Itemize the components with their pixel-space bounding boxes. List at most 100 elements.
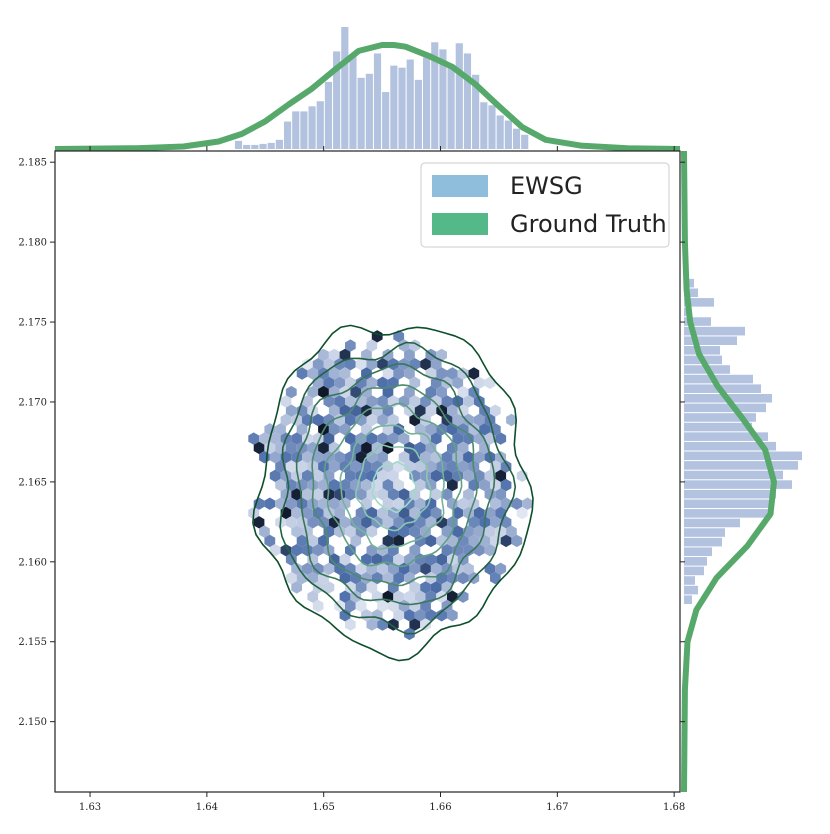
hexbin-cell (291, 432, 302, 445)
marginal-x-bar (259, 143, 267, 149)
hexbin-cell (334, 395, 345, 408)
hexbin-cell (355, 358, 367, 371)
hexbin-cell (312, 469, 324, 482)
hexbin-cell (323, 376, 335, 389)
hexbin-cell (490, 404, 501, 417)
hexbin-cell (484, 432, 496, 445)
hexbin-cell (447, 609, 458, 622)
hexbin-cell (296, 460, 308, 473)
hexbin-cell (345, 358, 356, 371)
hexbin-cell (291, 544, 302, 557)
hexbin-cell (291, 506, 302, 520)
hexbin-cell (473, 506, 485, 520)
hexbin-cell (323, 581, 335, 594)
hexbin-cell (398, 395, 410, 408)
marginal-x-bar (316, 101, 324, 149)
marginal-y-bar (684, 480, 792, 489)
marginal-y-bar (684, 307, 688, 317)
hexbin-cell (447, 534, 458, 548)
hexbin-cell (436, 571, 447, 585)
y-tick-label: 2.180 (18, 238, 47, 249)
hexbin-cell (404, 553, 415, 566)
hexbin-cell (318, 497, 329, 510)
hexbin-cell (463, 562, 474, 575)
marginal-x-bar (488, 105, 496, 149)
hexbin-cell (441, 544, 453, 557)
hexbin-cell (398, 506, 410, 520)
hexbin-cell (366, 395, 378, 408)
marginal-x-bar (406, 59, 414, 149)
hexbin-cell (377, 376, 388, 389)
hexbin-cell (393, 609, 405, 622)
hexbin-cell (414, 460, 426, 473)
hexbin-cell (285, 516, 297, 529)
hexbin-cell (355, 376, 367, 389)
hexbin-cell (361, 609, 372, 622)
hexbin-cell (398, 432, 410, 445)
hexbin-cell (361, 441, 372, 455)
hexbin-cell (452, 506, 464, 520)
hexbin-cell (296, 367, 308, 380)
hexbin-cell (436, 348, 447, 362)
marginal-y (681, 151, 802, 792)
hexbin-cell (468, 516, 480, 529)
hexbin-cell (355, 562, 367, 575)
marginal-y-bar (684, 489, 776, 499)
marginal-x-bar (504, 120, 512, 149)
hexbin-cell (425, 385, 437, 399)
hexbin-cell (420, 525, 431, 538)
marginal-y-bar (684, 576, 695, 585)
hexbin-cell (393, 516, 405, 529)
hexbin-cell (452, 432, 464, 445)
hexbin-cell (361, 348, 372, 362)
hexbin-cell (511, 534, 523, 548)
hexbin-cell (361, 478, 372, 492)
hexbin-cell (269, 451, 281, 464)
hexbin-cell (312, 358, 324, 371)
hexbin-cell (506, 525, 517, 538)
hexbin-cell (345, 525, 356, 538)
hexbin-cell (339, 516, 351, 529)
marginal-x-bar (292, 111, 300, 149)
hexbin-cell (447, 404, 458, 417)
marginal-x-bar (422, 57, 431, 149)
hexbin-cell (452, 413, 464, 427)
hexbin-cell (425, 441, 437, 455)
hexbin-cell (302, 358, 313, 371)
hexbin-cell (366, 376, 378, 389)
hexbin-cell (355, 581, 367, 594)
hexbin-cell (312, 544, 324, 557)
hexbin-cell (285, 553, 297, 566)
hexbin-cell (425, 534, 437, 548)
hexbin-cell (361, 367, 372, 380)
hexbin-cell (441, 395, 453, 408)
hexbin-cell (414, 497, 426, 510)
kde-contour-line (323, 402, 463, 568)
hexbin-cell (387, 488, 399, 501)
kde-contour-line (295, 363, 496, 606)
hexbin-cell (371, 460, 383, 473)
hexbin-cell (296, 423, 308, 436)
kde-contour-line (354, 444, 432, 532)
hexbin-cell (430, 432, 442, 445)
marginal-x-bar (365, 73, 373, 149)
hexbin-cell (291, 562, 302, 575)
marginal-y-bar (684, 451, 802, 461)
hexbin-cell (248, 432, 260, 445)
hexbin-cell (484, 562, 496, 575)
hexbin-cell (345, 599, 356, 613)
hexbin-cell (452, 376, 464, 389)
hexbin-cell (473, 451, 485, 464)
hexbin-cell (318, 534, 329, 548)
hexbin-cell (345, 413, 356, 427)
marginal-x-bar (431, 42, 439, 149)
hexbin-cell (361, 516, 372, 529)
marginal-y-bar (684, 298, 714, 307)
hexbin-cell (457, 497, 469, 510)
marginal-x-bar (341, 27, 349, 149)
hexbin-cell (473, 376, 485, 389)
hexbin-cell (291, 469, 302, 482)
marginal-x-bar (251, 144, 259, 149)
hexbin-cell (490, 497, 501, 510)
kde-contour-line (279, 341, 517, 635)
